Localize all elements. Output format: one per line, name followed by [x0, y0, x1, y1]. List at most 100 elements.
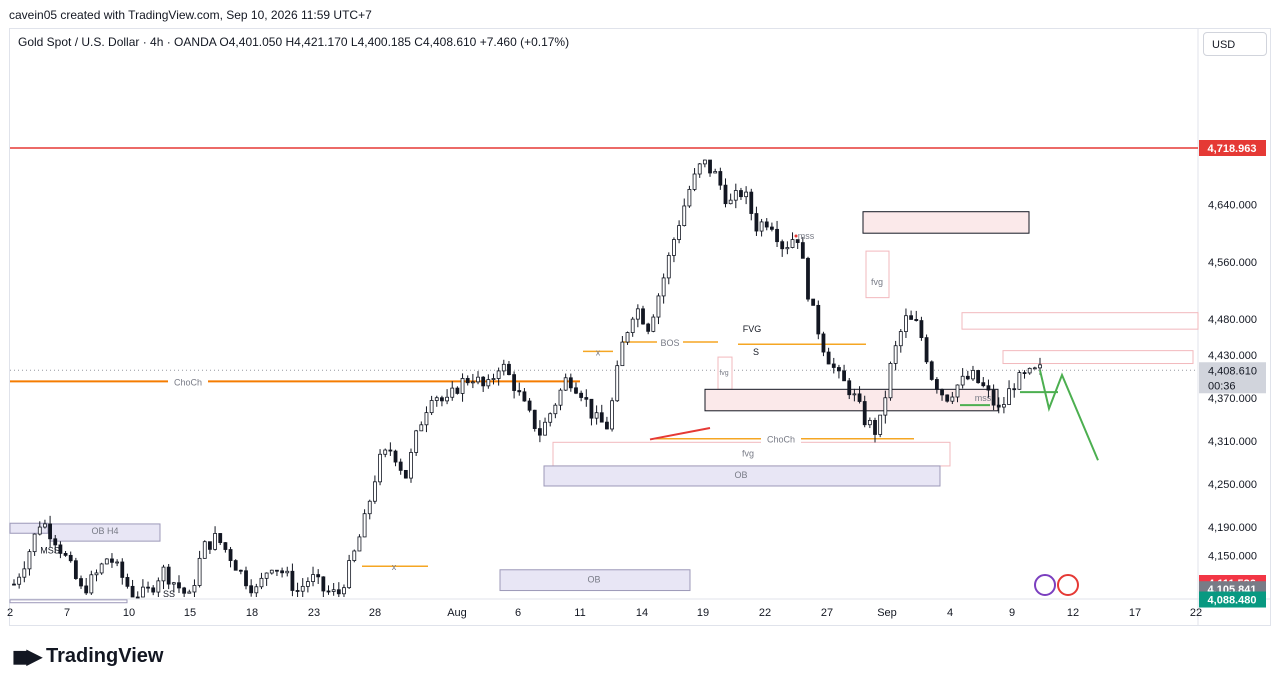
candle-body	[27, 551, 32, 570]
candle-body	[223, 542, 228, 550]
candle-body	[17, 576, 22, 585]
candle-body	[311, 574, 315, 582]
ohlc-low: L4,400.185	[350, 35, 411, 49]
candle-body	[594, 412, 599, 419]
candle-body	[718, 171, 723, 186]
candle-body	[336, 589, 341, 595]
candle-body	[646, 323, 651, 332]
time-tick: 22	[759, 607, 771, 619]
ss-label: SS	[163, 589, 175, 599]
candle-body	[532, 409, 537, 429]
candle-body	[723, 184, 728, 205]
time-tick: 19	[697, 607, 709, 619]
time-tick: 18	[246, 607, 258, 619]
candle-body	[800, 242, 805, 259]
candle-body	[537, 428, 542, 436]
time-tick: 6	[515, 607, 521, 619]
candle-body	[213, 533, 217, 550]
candle-body	[130, 585, 135, 598]
candle-body	[182, 587, 187, 594]
symbol-name[interactable]: Gold Spot / U.S. Dollar · 4h · OANDA	[18, 35, 217, 49]
candle-body	[120, 561, 125, 578]
candle-body	[192, 585, 197, 593]
candle-body	[888, 362, 893, 399]
candle-body	[620, 341, 625, 367]
candle-body	[388, 449, 393, 452]
candle-body	[507, 363, 511, 376]
choch-lower-label: ChoCh	[767, 435, 795, 445]
candle-body	[914, 319, 919, 321]
candle-body	[378, 453, 382, 483]
currency-button[interactable]: USD	[1203, 32, 1267, 56]
candle-body	[460, 378, 465, 394]
candle-body	[527, 400, 532, 411]
price-tick: 4,430.000	[1208, 350, 1257, 362]
candle-body	[352, 550, 357, 561]
candle-body	[522, 391, 527, 402]
candle-body	[955, 384, 960, 398]
candle-body	[666, 255, 671, 279]
level-3-label: 4,088.480	[1208, 595, 1257, 607]
candle-body	[842, 370, 846, 382]
candle-body	[831, 363, 836, 368]
candle-body	[300, 585, 305, 592]
us-event-icon	[1034, 574, 1056, 596]
tradingview-logo-icon: ◼▶	[12, 646, 42, 668]
candle-body	[1038, 364, 1042, 369]
choch-lower-bg	[761, 431, 801, 445]
candle-body	[99, 563, 104, 574]
candle-body	[893, 345, 898, 364]
current-price-bg	[1199, 362, 1266, 394]
candle-body	[883, 397, 888, 416]
candle-body	[1002, 404, 1006, 408]
time-tick: Aug	[447, 607, 467, 619]
candle-body	[991, 389, 996, 406]
candle-body	[275, 569, 279, 572]
candle-body	[104, 558, 109, 565]
candle-body	[440, 397, 444, 402]
candle-body	[465, 378, 470, 384]
candle-body	[254, 586, 259, 594]
candle-body	[1012, 388, 1017, 391]
candle-body	[852, 393, 857, 396]
candle-body	[367, 500, 372, 515]
candle-body	[450, 387, 455, 398]
candle-body	[22, 568, 27, 578]
fvg-box	[865, 250, 890, 299]
candle-body	[491, 378, 496, 380]
price-tick: 4,560.000	[1208, 257, 1257, 269]
candle-body	[909, 315, 914, 320]
candle-body	[496, 370, 501, 379]
candle-body	[635, 308, 640, 320]
candle-body	[89, 574, 94, 594]
candle-body	[1017, 372, 1022, 390]
candle-body	[682, 205, 687, 227]
candle-body	[424, 412, 429, 426]
candle-body	[790, 239, 795, 248]
chart-frame	[9, 28, 1271, 626]
candle-body	[543, 421, 547, 436]
tradingview-logo[interactable]: ◼▶ TradingView	[12, 644, 163, 669]
candle-body	[986, 385, 991, 391]
us-event-icon	[1057, 574, 1079, 596]
candle-body	[290, 570, 295, 591]
candle-body	[171, 582, 176, 585]
candle-body	[208, 541, 212, 550]
candle-body	[929, 361, 934, 380]
candle-body	[971, 370, 975, 380]
brand-name: TradingView	[45, 645, 164, 667]
candle-body	[481, 376, 486, 387]
candle-body	[434, 397, 439, 401]
candle-body	[950, 396, 955, 402]
demand-zone	[704, 388, 999, 412]
mss-dot	[794, 234, 798, 238]
candle-body	[795, 239, 800, 243]
time-tick: 17	[1129, 607, 1141, 619]
candles	[12, 159, 1042, 599]
candle-body	[73, 560, 78, 579]
candle-body	[264, 572, 269, 579]
candle-body	[110, 558, 114, 563]
candle-body	[816, 304, 821, 335]
s-label: S	[753, 347, 759, 357]
